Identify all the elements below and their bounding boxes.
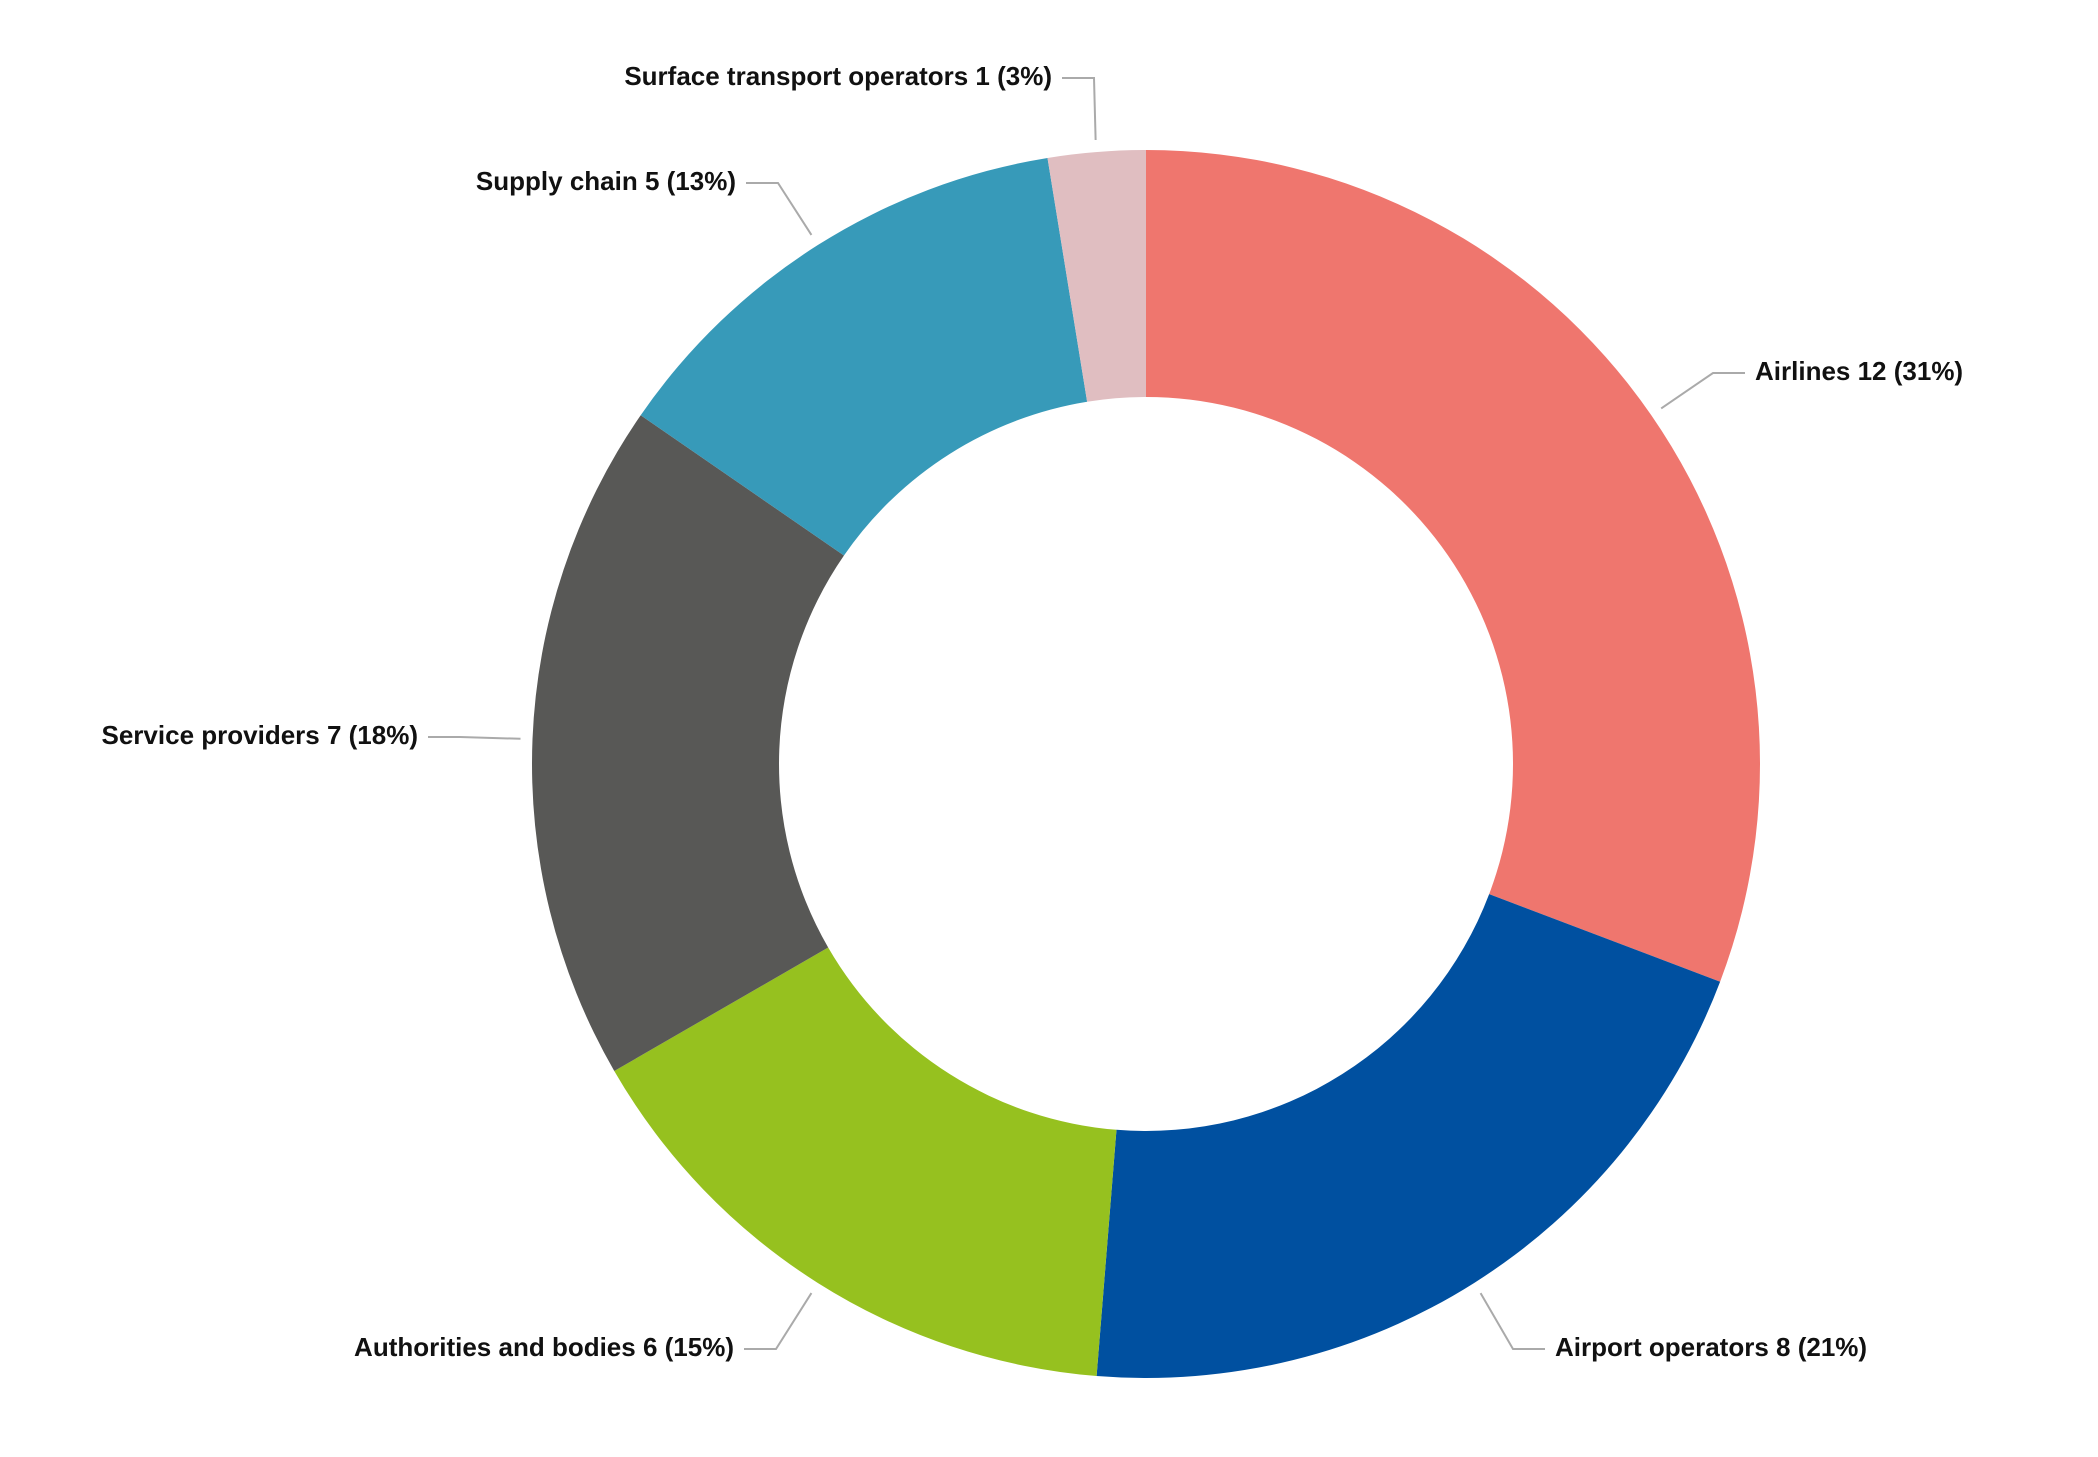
leader-line bbox=[1479, 1292, 1545, 1350]
data-label: Service providers 7 (18%) bbox=[102, 720, 419, 750]
leader-line bbox=[744, 1292, 813, 1350]
leader-line bbox=[746, 182, 813, 236]
donut-slice bbox=[614, 947, 1117, 1377]
donut-slice bbox=[1096, 894, 1721, 1378]
data-label: Airlines 12 (31%) bbox=[1755, 356, 1963, 386]
donut-slice bbox=[531, 415, 844, 1071]
data-label: Surface transport operators 1 (3%) bbox=[624, 61, 1052, 91]
data-label: Supply chain 5 (13%) bbox=[476, 166, 736, 196]
leader-line bbox=[428, 736, 521, 740]
donut-slice bbox=[1146, 150, 1760, 982]
donut-slice bbox=[640, 157, 1088, 556]
leader-line bbox=[1062, 77, 1097, 141]
donut-slice bbox=[1047, 150, 1146, 402]
data-label: Airport operators 8 (21%) bbox=[1555, 1332, 1867, 1362]
leader-line bbox=[1660, 372, 1745, 410]
data-label: Authorities and bodies 6 (15%) bbox=[354, 1332, 734, 1362]
